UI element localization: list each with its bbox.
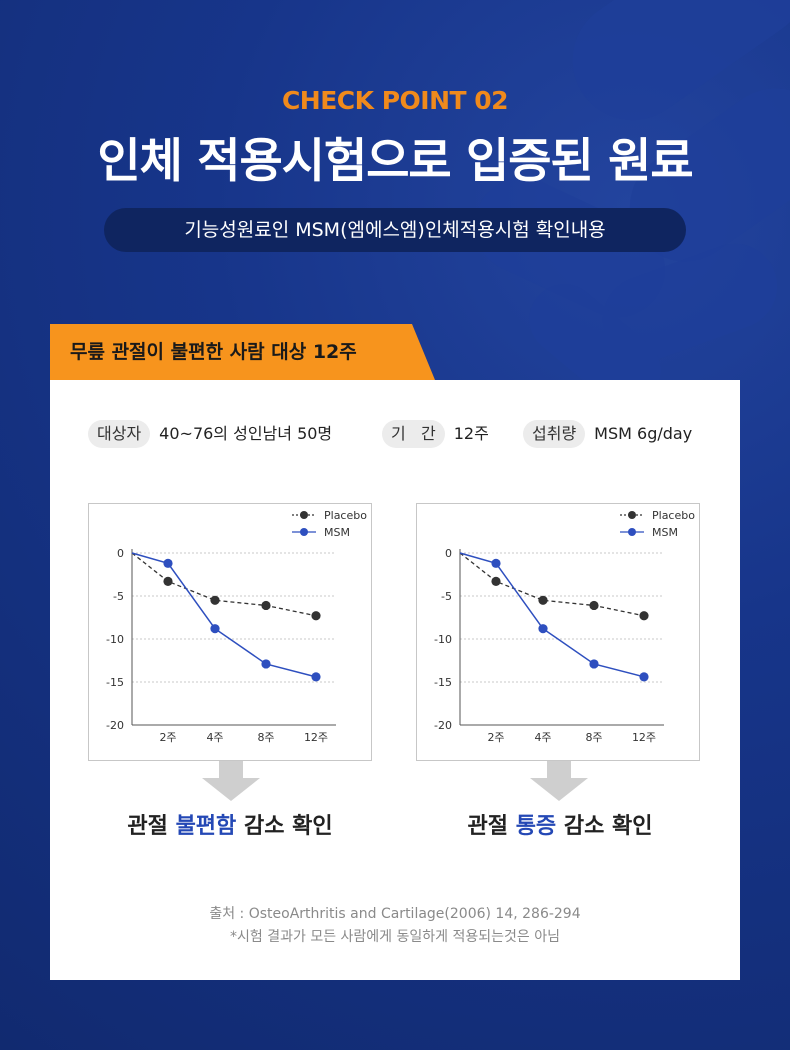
x-tick-label: 2주 bbox=[159, 731, 176, 744]
data-point-msm bbox=[538, 624, 548, 634]
info-tag-subjects: 대상자 bbox=[88, 420, 151, 448]
y-tick-label: -15 bbox=[106, 676, 124, 689]
y-tick-label: -15 bbox=[434, 676, 452, 689]
y-tick-label: 0 bbox=[445, 547, 452, 560]
caption-highlight: 통증 bbox=[515, 814, 557, 839]
page-title: 인체 적용시험으로 입증된 원료 bbox=[97, 134, 693, 189]
info-dose: 섭취량 MSM 6g/day bbox=[523, 420, 692, 448]
data-point-placebo bbox=[163, 576, 173, 586]
info-period: 기 간 12주 bbox=[382, 420, 489, 448]
info-subjects: 대상자 40~76의 성인남녀 50명 bbox=[88, 420, 332, 448]
legend-marker-msm bbox=[300, 528, 308, 536]
data-point-placebo bbox=[210, 595, 220, 605]
study-tab-label: 무릎 관절이 불편한 사람 대상 12주 bbox=[70, 341, 357, 363]
x-tick-label: 2주 bbox=[487, 731, 504, 744]
legend-label: MSM bbox=[324, 526, 350, 539]
data-point-placebo bbox=[261, 600, 271, 611]
info-value-subjects: 40~76의 성인남녀 50명 bbox=[159, 424, 333, 443]
subtitle-pill: 기능성원료인 MSM(엠에스엠)인체적용시험 확인내용 bbox=[104, 208, 686, 252]
y-tick-label: -5 bbox=[441, 590, 452, 603]
y-tick-label: -10 bbox=[106, 633, 124, 646]
source-citation: 출처 : OsteoArthritis and Cartilage(2006) … bbox=[209, 906, 581, 922]
x-tick-label: 4주 bbox=[534, 731, 551, 744]
data-point-placebo bbox=[491, 576, 501, 586]
caption-highlight: 불편함 bbox=[175, 814, 237, 839]
study-tab: 무릎 관절이 불편한 사람 대상 12주 bbox=[50, 324, 435, 380]
info-value-period: 12주 bbox=[453, 424, 489, 443]
series-line-placebo bbox=[459, 552, 645, 617]
info-value-dose: MSM 6g/day bbox=[594, 424, 693, 443]
data-point-msm bbox=[311, 672, 321, 682]
chart-discomfort: 0 -5 -10 -15 -20 2주 4주 8주 12주 Placebo MSM bbox=[88, 503, 372, 761]
legend-marker-placebo bbox=[628, 511, 636, 519]
data-point-msm bbox=[589, 659, 599, 669]
data-point-msm bbox=[163, 558, 173, 568]
x-tick-label: 8주 bbox=[257, 731, 274, 744]
data-point-placebo bbox=[311, 611, 321, 621]
down-arrow-icon bbox=[530, 761, 588, 801]
data-point-msm bbox=[210, 624, 220, 634]
data-point-placebo bbox=[639, 611, 649, 621]
source-note: 출처 : OsteoArthritis and Cartilage(2006) … bbox=[50, 903, 740, 949]
legend-label: MSM bbox=[652, 526, 678, 539]
legend-label: Placebo bbox=[324, 509, 367, 522]
series-line-placebo bbox=[131, 552, 317, 617]
x-tick-label: 12주 bbox=[632, 731, 656, 744]
caption-discomfort: 관절 불편함 감소 확인 bbox=[127, 814, 333, 839]
y-tick-label: -10 bbox=[434, 633, 452, 646]
x-tick-label: 12주 bbox=[304, 731, 328, 744]
chart-frame bbox=[88, 503, 372, 761]
x-tick-label: 8주 bbox=[585, 731, 602, 744]
y-tick-label: 0 bbox=[117, 547, 124, 560]
chart-frame bbox=[416, 503, 700, 761]
down-arrow-icon bbox=[202, 761, 260, 801]
info-tag-period: 기 간 bbox=[382, 420, 445, 448]
disclaimer: *시험 결과가 모든 사람에게 동일하게 적용되는것은 아님 bbox=[230, 929, 560, 945]
legend-marker-placebo bbox=[300, 511, 308, 519]
y-tick-label: -20 bbox=[434, 719, 452, 732]
data-point-msm bbox=[639, 672, 649, 682]
legend-label: Placebo bbox=[652, 509, 695, 522]
caption-pain: 관절 통증 감소 확인 bbox=[467, 814, 653, 839]
data-point-placebo bbox=[538, 595, 548, 605]
data-point-placebo bbox=[589, 600, 599, 611]
check-point-label: CHECK POINT 02 bbox=[281, 86, 509, 115]
x-tick-label: 4주 bbox=[206, 731, 223, 744]
y-tick-label: -5 bbox=[113, 590, 124, 603]
chart-pain: 0 -5 -10 -15 -20 2주 4주 8주 12주 Placebo MSM bbox=[416, 503, 700, 761]
y-tick-label: -20 bbox=[106, 719, 124, 732]
data-point-msm bbox=[491, 558, 501, 568]
info-tag-dose: 섭취량 bbox=[523, 420, 586, 448]
data-point-msm bbox=[261, 659, 271, 669]
legend-marker-msm bbox=[628, 528, 636, 536]
